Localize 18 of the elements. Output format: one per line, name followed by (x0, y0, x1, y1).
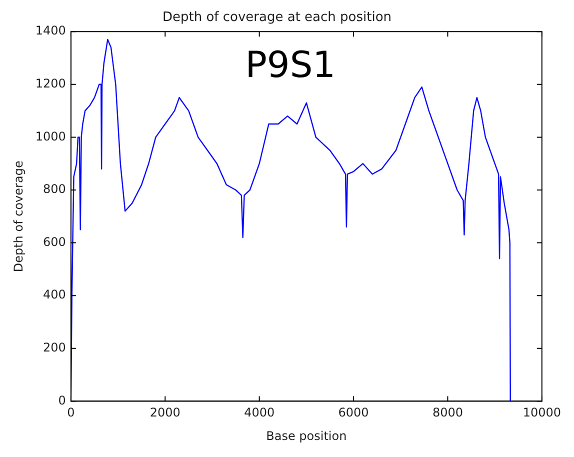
x-tick-label: 8000 (432, 406, 463, 420)
y-tick-label: 400 (43, 288, 66, 302)
y-tick-label: 1400 (35, 24, 66, 38)
y-tick-label: 600 (43, 234, 66, 249)
y-tick-label: 0 (58, 393, 66, 408)
x-tick-label: 4000 (244, 406, 275, 420)
y-tick-label: 800 (43, 182, 66, 196)
y-tick-label: 200 (43, 340, 66, 355)
chart-title: Depth of coverage at each position (162, 10, 392, 26)
annotation: P9S1 (245, 44, 336, 86)
x-tick-label: 0 (67, 406, 75, 420)
y-tick-label: 1000 (35, 129, 66, 144)
x-tick-label: 10000 (522, 406, 562, 420)
y-axis-title: Depth of coverage (11, 160, 26, 272)
y-tick-label: 1200 (35, 76, 66, 91)
x-tick-label: 6000 (338, 406, 369, 420)
x-tick-label: 2000 (150, 406, 180, 420)
x-axis-title: Base position (266, 428, 347, 443)
